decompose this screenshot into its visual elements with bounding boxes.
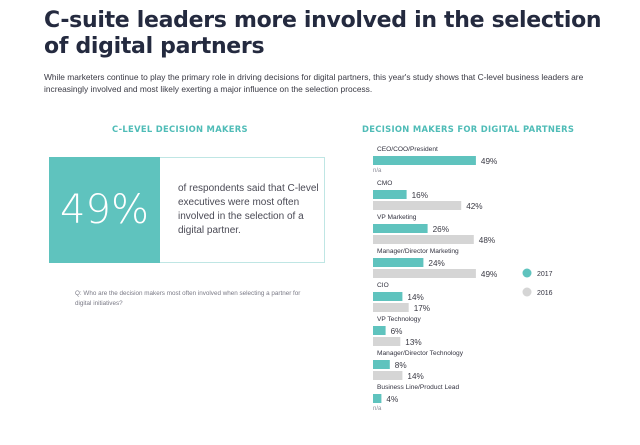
legend-label-2017: 2017 [537, 271, 553, 278]
bar-2017 [373, 224, 428, 233]
value-label-2016: 42% [466, 202, 482, 211]
value-label-2016: 48% [479, 236, 495, 245]
bar-2017 [373, 258, 424, 267]
category-label: CEO/COO/President [377, 146, 438, 153]
value-label-2017: 49% [481, 157, 497, 166]
category-label: CMO [377, 180, 392, 187]
intro-paragraph: While marketers continue to play the pri… [44, 72, 584, 94]
stat-description: of respondents said that C-level executi… [178, 183, 319, 236]
legend-label-2016: 2016 [537, 290, 553, 297]
bar-2017 [373, 292, 403, 301]
value-label-2017: 4% [386, 395, 398, 404]
bar-2016 [373, 337, 401, 346]
value-label-2017: 16% [412, 191, 428, 200]
stat-value: 49% [49, 157, 160, 263]
category-label: CIO [377, 282, 389, 289]
legend-marker-2016 [522, 287, 532, 297]
na-label-2016: n/a [373, 406, 382, 412]
value-label-2016: 17% [414, 304, 430, 313]
value-label-2017: 14% [407, 293, 423, 302]
category-label: VP Marketing [377, 214, 417, 221]
na-label-2016: n/a [373, 168, 382, 174]
survey-question: Q: Who are the decision makers most ofte… [75, 290, 301, 307]
bar-2016 [373, 269, 476, 278]
chart-title: DECISION MAKERS FOR DIGITAL PARTNERS [362, 124, 575, 134]
value-label-2017: 26% [433, 225, 449, 234]
value-label-2017: 6% [391, 327, 403, 336]
category-label: VP Technology [377, 316, 421, 323]
value-label-2016: 14% [407, 372, 423, 381]
value-label-2016: 49% [481, 270, 497, 279]
category-label: Manager/Director Marketing [377, 248, 459, 255]
category-label: Manager/Director Technology [377, 350, 464, 357]
bar-2016 [373, 235, 474, 244]
legend-marker-2017 [522, 268, 532, 278]
value-label-2017: 24% [428, 259, 444, 268]
bar-2017 [373, 326, 386, 335]
value-label-2017: 8% [395, 361, 407, 370]
bar-2017 [373, 394, 382, 403]
page-title: C-suite leaders more involved in the sel… [44, 8, 602, 59]
bar-2017 [373, 190, 407, 199]
bar-2017 [373, 156, 476, 165]
left-section-heading: C-LEVEL DECISION MAKERS [112, 124, 248, 134]
bar-2016 [373, 201, 462, 210]
bar-2016 [373, 371, 403, 380]
bar-2016 [373, 303, 409, 312]
category-label: Business Line/Product Lead [377, 384, 459, 391]
bar-2017 [373, 360, 390, 369]
value-label-2016: 13% [405, 338, 421, 347]
